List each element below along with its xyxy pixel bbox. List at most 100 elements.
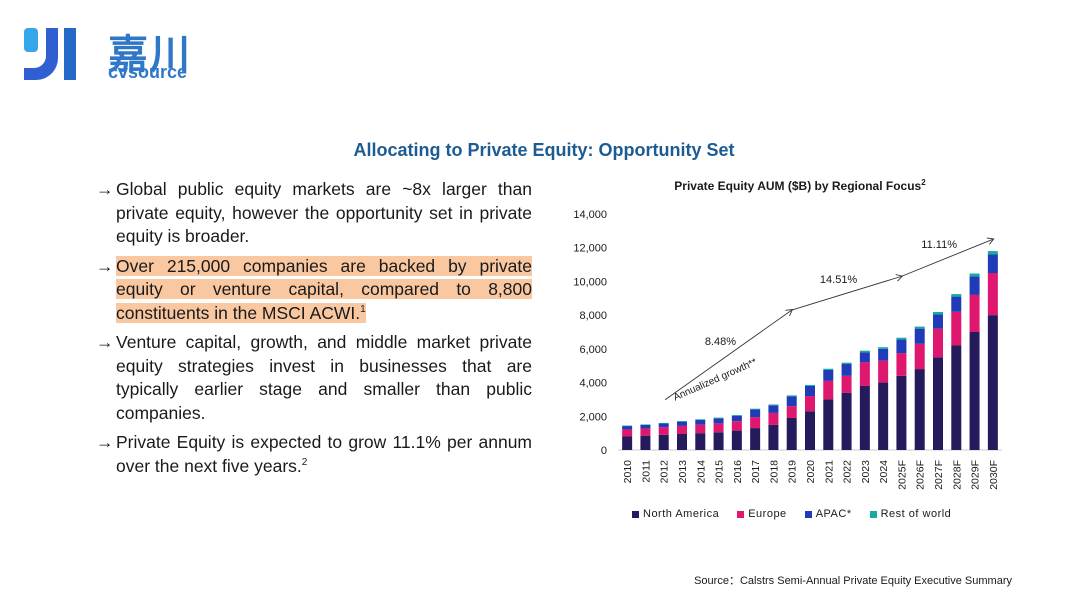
aum-stacked-bar-chart: 0 2,000 4,000 6,000 8,000 10,000 12,000 14,000 2… bbox=[573, 209, 1002, 490]
x-tick-label: 2025F bbox=[896, 460, 908, 490]
bar-segment-rest-of-world bbox=[768, 404, 779, 406]
growth-rate-label: 14.51% bbox=[820, 274, 858, 286]
bullet-item: → Private Equity is expected to grow 11.… bbox=[96, 431, 532, 478]
bar-segment-apac bbox=[622, 426, 633, 430]
legend-swatch bbox=[869, 510, 877, 518]
bar-segment-europe bbox=[695, 424, 706, 434]
bullet-text: Over 215,000 companies are backed by pri… bbox=[116, 255, 532, 326]
bar-segment-north-america bbox=[823, 399, 834, 450]
bullet-list: → Global public equity markets are ~8x l… bbox=[96, 178, 532, 484]
bar-segment-north-america bbox=[640, 435, 651, 450]
x-tick-label: 2011 bbox=[640, 460, 652, 483]
legend-swatch bbox=[632, 510, 639, 518]
growth-rate-label: 11.11% bbox=[921, 239, 957, 251]
bar-segment-apac bbox=[658, 423, 669, 428]
bar-segment-rest-of-world bbox=[896, 337, 907, 340]
bar-segment-apac bbox=[841, 364, 852, 376]
bar-segment-apac bbox=[731, 415, 742, 422]
x-tick-label: 2018 bbox=[768, 460, 780, 484]
bar-segment-europe bbox=[859, 362, 870, 386]
bar-segment-apac bbox=[786, 396, 797, 407]
growth-arrow bbox=[664, 310, 792, 401]
bar-segment-apac bbox=[768, 405, 779, 413]
bar-segment-rest-of-world bbox=[878, 347, 889, 349]
bullet-text-body: Over 215,000 companies are backed by pri… bbox=[116, 255, 532, 323]
x-tick-label: 2012 bbox=[659, 460, 671, 484]
growth-arrow bbox=[791, 276, 902, 311]
bar-segment-apac bbox=[914, 328, 925, 344]
y-tick-label: 14,000 bbox=[573, 209, 607, 221]
legend-swatch bbox=[804, 510, 812, 518]
bar-segment-apac bbox=[969, 276, 980, 295]
bar-segment-apac bbox=[695, 419, 706, 425]
bar-segment-europe bbox=[805, 396, 815, 412]
y-tick-label: 0 bbox=[601, 445, 607, 457]
bar-segment-north-america bbox=[951, 345, 962, 450]
legend-label: North America bbox=[643, 508, 720, 520]
bar-segment-apac bbox=[896, 339, 907, 354]
bar-segment-rest-of-world bbox=[658, 422, 669, 424]
bar-segment-north-america bbox=[859, 385, 870, 450]
bar-segment-rest-of-world bbox=[677, 421, 687, 422]
bar-segment-rest-of-world bbox=[841, 362, 852, 365]
x-tick-label: 2026F bbox=[915, 460, 927, 490]
bar-segment-north-america bbox=[622, 436, 633, 450]
bar-segment-europe bbox=[969, 294, 980, 332]
bar-segment-rest-of-world bbox=[805, 384, 815, 386]
bar-segment-europe bbox=[786, 406, 797, 418]
arrow-icon: → bbox=[96, 255, 114, 276]
bar-segment-north-america bbox=[878, 382, 889, 450]
bullet-item: → Over 215,000 companies are backed by p… bbox=[96, 255, 532, 326]
bar-segment-rest-of-world bbox=[859, 350, 870, 353]
legend-item-rest-of-world: Rest of world bbox=[869, 508, 952, 520]
legend-item-europe: Europe bbox=[737, 508, 786, 520]
x-tick-label: 2014 bbox=[695, 460, 707, 484]
y-tick-label: 8,000 bbox=[579, 310, 607, 322]
bar-segment-europe bbox=[914, 343, 925, 370]
x-tick-label: 2016 bbox=[732, 460, 744, 484]
bar-segment-rest-of-world bbox=[713, 417, 724, 419]
bar-segment-rest-of-world bbox=[951, 294, 962, 297]
y-tick-label: 12,000 bbox=[573, 243, 607, 255]
bar-segment-europe bbox=[731, 421, 742, 431]
bar-segment-europe bbox=[951, 311, 962, 346]
x-tick-label: 2030F bbox=[988, 460, 1000, 490]
chart-title-text: Private Equity AUM ($B) by Regional Focu… bbox=[674, 179, 922, 193]
logo-english-text: cvsource bbox=[108, 62, 188, 82]
arrow-icon: → bbox=[96, 432, 114, 452]
x-tick-label: 2019 bbox=[787, 460, 799, 484]
slide-title: Allocating to Private Equity: Opportunit… bbox=[353, 140, 735, 160]
legend-swatch bbox=[737, 510, 745, 518]
bar-segment-north-america bbox=[933, 357, 943, 450]
bar-segment-north-america bbox=[713, 432, 724, 450]
bar-segment-north-america bbox=[969, 332, 980, 450]
bar-segment-north-america bbox=[658, 434, 669, 450]
x-tick-label: 2017 bbox=[750, 460, 762, 484]
logo-chinese-text: 嘉川 bbox=[108, 32, 192, 78]
x-tick-label: 2028F bbox=[951, 460, 963, 490]
bar-segment-europe bbox=[896, 353, 907, 376]
bar-segment-europe bbox=[658, 427, 669, 435]
footnote-ref: 2 bbox=[301, 456, 308, 468]
bar-segment-apac bbox=[951, 296, 962, 312]
bullet-text-body: Venture capital, growth, and middle mark… bbox=[116, 332, 532, 423]
arrow-icon: → bbox=[96, 332, 114, 352]
bullet-item: → Venture capital, growth, and middle ma… bbox=[96, 331, 532, 425]
bar-segment-apac bbox=[677, 421, 687, 426]
x-tick-label: 2023 bbox=[860, 460, 872, 484]
bullet-text: Global public equity markets are ~8x lar… bbox=[116, 178, 532, 249]
bar-segment-north-america bbox=[914, 369, 925, 450]
x-tick-label: 2029F bbox=[970, 460, 982, 490]
x-tick-label: 2024 bbox=[878, 460, 890, 484]
highlighted-text: Over 215,000 companies are backed by pri… bbox=[116, 255, 532, 323]
bar-segment-apac bbox=[933, 314, 943, 329]
bullet-text-body: Global public equity markets are ~8x lar… bbox=[116, 179, 532, 246]
bar-segment-europe bbox=[750, 417, 761, 429]
logo: 嘉川 cvsource bbox=[22, 20, 192, 82]
bar-segment-north-america bbox=[677, 433, 687, 450]
bar-segment-europe bbox=[640, 428, 651, 436]
bar-segment-apac bbox=[878, 348, 889, 361]
chart-title-footnote: 2 bbox=[921, 178, 926, 187]
bar-segment-north-america bbox=[841, 392, 852, 450]
bar-segment-europe bbox=[823, 380, 834, 400]
